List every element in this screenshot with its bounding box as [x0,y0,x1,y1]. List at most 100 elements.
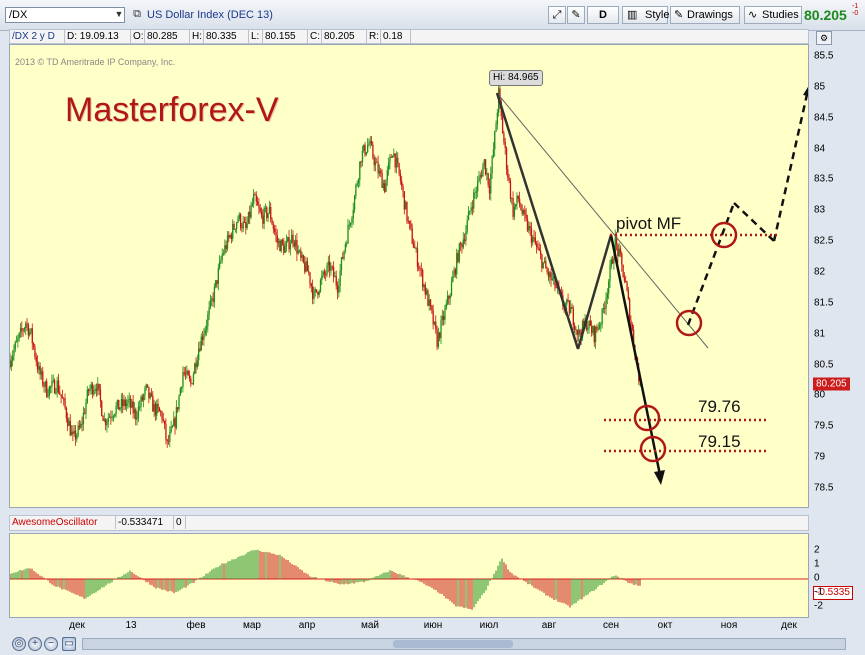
trendline-drawing[interactable] [496,92,709,349]
candle-body [610,259,612,267]
projection-line-2[interactable] [720,202,736,236]
candle-body [26,323,28,325]
symbol-input[interactable]: /DX [5,7,125,23]
style-button[interactable]: ▥ Style [622,6,669,24]
candle-body [249,211,251,218]
candle-body [207,314,209,327]
candle-body [376,161,378,163]
candle-body [285,241,288,247]
candle-body [230,234,233,239]
candle-body [456,253,458,275]
candle-body [188,375,191,379]
candle-body [501,116,504,134]
candle-body [280,239,282,252]
projection-line-3[interactable] [733,202,775,242]
candle-body [542,262,544,269]
candle-body [32,343,35,347]
candle-body [317,292,319,295]
oscillator-pane[interactable] [9,533,809,618]
drawings-button[interactable]: ✎ Drawings [670,6,740,24]
zoom-out-icon[interactable]: − [44,637,58,651]
projection-line-1[interactable] [686,234,724,326]
studies-button[interactable]: ∿ Studies [744,6,802,24]
axis-settings-icon[interactable]: ⚙ [816,31,832,45]
candle-body [530,228,533,243]
candle-body [101,401,103,416]
level-1-circle[interactable] [633,404,661,432]
symbol-dropdown-button[interactable] [116,9,130,23]
compare-icon[interactable]: ⧉ [133,8,141,20]
candle-body [536,243,538,247]
candle-body [487,173,489,185]
zoom-in-icon[interactable]: + [28,637,42,651]
candle-body [43,384,45,387]
scrollbar-thumb[interactable] [393,640,513,648]
wave-line-3[interactable] [609,234,662,476]
candle-body [25,323,27,329]
breakout-circle[interactable] [675,309,703,337]
price-tick-label: 85.5 [814,50,834,62]
level-label-2: 79.15 [698,432,741,451]
chevron-down-icon[interactable]: ▼ [114,9,124,19]
wave-line-2[interactable] [576,234,613,350]
range-value: 0.18 [381,30,411,43]
candle-body [94,389,96,391]
candle-body [547,272,550,278]
zoom-fit-icon[interactable]: ◎ [12,637,26,651]
timeframe-button[interactable]: D [587,6,619,24]
price-chart[interactable]: 2013 © TD Ameritrade IP Company, Inc. Ma… [9,44,809,508]
projection-line-4[interactable] [772,89,808,242]
studies-label: Studies [762,9,799,21]
candle-body [461,244,463,248]
candle-body [110,416,112,418]
pivot-circle[interactable] [710,221,738,249]
candle-body [13,349,15,356]
candle-body [439,332,441,339]
candle-body [516,195,518,205]
price-chart-canvas[interactable] [10,45,809,508]
candle-body [418,266,420,269]
copyright-watermark: 2013 © TD Ameritrade IP Company, Inc. [15,57,176,67]
candle-body [622,264,624,278]
oscillator-tick-label: 2 [814,544,820,556]
candle-body [475,191,478,193]
candle-body [570,307,572,314]
candle-body [150,393,153,396]
period-label: /DX 2 y D [10,30,65,43]
candle-body [517,195,519,199]
candle-body [512,198,514,217]
candle-body [262,215,264,224]
candle-body [44,381,47,387]
candle-body [520,204,522,211]
candle-body [267,213,269,219]
candle-body [441,316,443,321]
candle-body [347,225,349,244]
candle-body [521,210,523,214]
scroll-right-icon[interactable] [849,638,861,650]
candle-body [390,156,392,158]
candle-body [242,221,244,229]
candle-body [99,389,102,402]
oscillator-canvas[interactable] [10,534,809,618]
candle-body [274,228,276,232]
candle-body [594,326,597,343]
high-value: 80.335 [204,30,249,43]
pan-icon[interactable]: ▭ [62,637,76,651]
level-2-circle[interactable] [639,435,667,463]
candle-body [321,275,323,280]
candle-body [446,295,449,304]
candle-body [596,326,598,330]
wrench-icon[interactable]: ✎ [567,6,585,24]
candle-body [161,412,163,419]
candle-body [428,299,430,306]
candle-body [549,272,551,278]
candle-body [229,234,231,238]
wave-line-1[interactable] [495,92,580,350]
time-scrollbar[interactable] [82,638,846,650]
candle-body [528,226,530,231]
price-axis[interactable]: ⚙ 80.205 -0.5335 85.5 85 84.5 84 83.5 83 82.5 8… [809,31,865,624]
candle-body [389,156,391,163]
oscillator-name[interactable]: AwesomeOscillator [10,516,116,529]
candle-body [308,271,310,273]
expand-icon[interactable]: ⤢ [548,6,566,24]
